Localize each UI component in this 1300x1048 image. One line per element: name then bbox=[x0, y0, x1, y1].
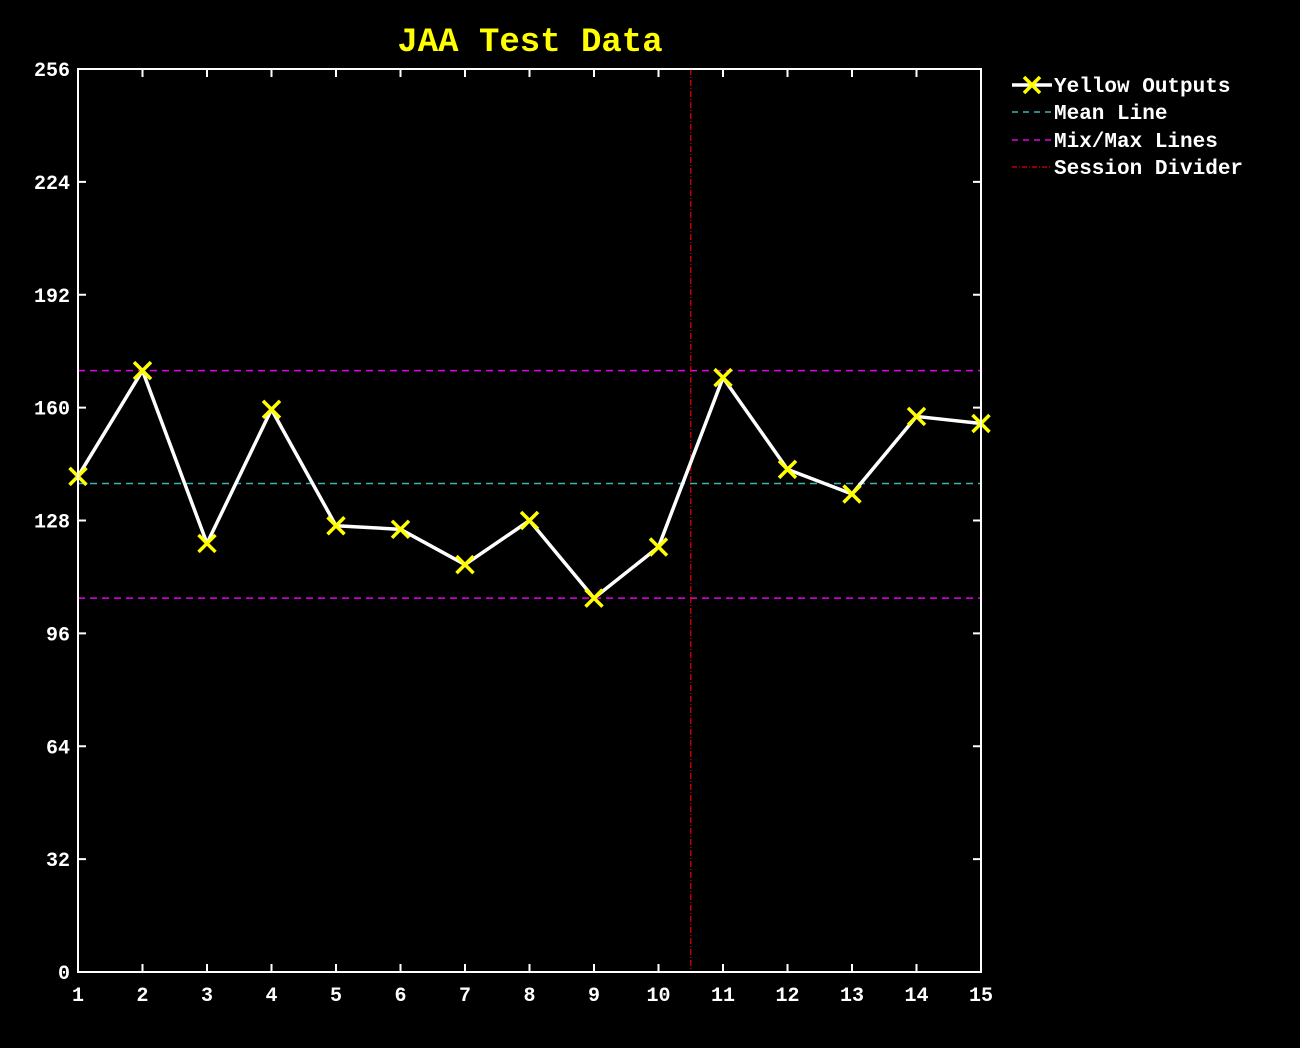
x-tick-label: 11 bbox=[711, 985, 735, 1008]
data-point bbox=[132, 360, 153, 381]
data-point bbox=[261, 399, 282, 420]
data-point bbox=[777, 459, 798, 480]
legend-swatch-x-icon bbox=[1022, 75, 1042, 95]
x-tick-label: 10 bbox=[646, 985, 670, 1008]
legend-entry-session-divider: Session Divider bbox=[1012, 158, 1243, 181]
y-tick-label: 128 bbox=[34, 512, 70, 535]
x-tick-label: 5 bbox=[330, 985, 342, 1008]
y-tick-label: 224 bbox=[34, 173, 70, 196]
x-tick-label: 8 bbox=[523, 985, 535, 1008]
data-point bbox=[648, 537, 669, 557]
data-point bbox=[906, 406, 927, 427]
x-tick-label: 12 bbox=[775, 985, 799, 1008]
legend-entry-mean-line: Mean Line bbox=[1012, 103, 1167, 126]
data-point bbox=[519, 510, 540, 531]
y-tick-label: 96 bbox=[46, 624, 70, 647]
y-tick-label: 64 bbox=[46, 737, 70, 760]
chart-title: JAA Test Data bbox=[397, 24, 662, 62]
y-tick-label: 32 bbox=[46, 850, 70, 873]
legend-entry-min-max-lines: Mix/Max Lines bbox=[1012, 131, 1218, 154]
x-tick-label: 9 bbox=[588, 985, 600, 1008]
x-tick-label: 2 bbox=[136, 985, 148, 1008]
tick-labels: 1 2 3 4 5 6 7 8 9 10 11 12 13 14 150326496128160192224… bbox=[34, 60, 993, 1008]
data-point bbox=[455, 554, 475, 575]
x-tick-label: 6 bbox=[394, 985, 406, 1008]
x-tick-label: 7 bbox=[459, 985, 471, 1008]
x-tick-label: 4 bbox=[265, 985, 277, 1008]
data-point bbox=[713, 367, 733, 388]
data-point bbox=[197, 533, 217, 554]
y-tick-label: 160 bbox=[34, 399, 70, 422]
x-tick-label: 13 bbox=[840, 985, 864, 1008]
legend-label-session-divider: Session Divider bbox=[1054, 158, 1243, 181]
legend-label-min-max-lines: Mix/Max Lines bbox=[1054, 131, 1218, 154]
legend: Yellow Outputs Mean Line Mix/Max Lines S… bbox=[1012, 75, 1243, 181]
y-tick-label: 0 bbox=[58, 963, 70, 986]
data-series bbox=[68, 360, 991, 608]
x-tick-label: 3 bbox=[201, 985, 213, 1008]
x-tick-label: 15 bbox=[969, 985, 993, 1008]
y-tick-label: 192 bbox=[34, 286, 70, 309]
x-tick-label: 14 bbox=[904, 985, 928, 1008]
y-tick-label: 256 bbox=[34, 60, 70, 83]
axes bbox=[77, 68, 982, 973]
data-point bbox=[326, 516, 346, 536]
data-point bbox=[390, 519, 411, 540]
legend-label-yellow-outputs: Yellow Outputs bbox=[1054, 76, 1230, 99]
x-tick-label: 1 bbox=[72, 985, 84, 1008]
legend-entry-yellow-outputs: Yellow Outputs bbox=[1012, 75, 1230, 99]
legend-label-mean-line: Mean Line bbox=[1054, 103, 1167, 126]
data-point bbox=[842, 484, 862, 504]
reference-lines bbox=[78, 69, 981, 972]
data-point bbox=[584, 588, 604, 608]
